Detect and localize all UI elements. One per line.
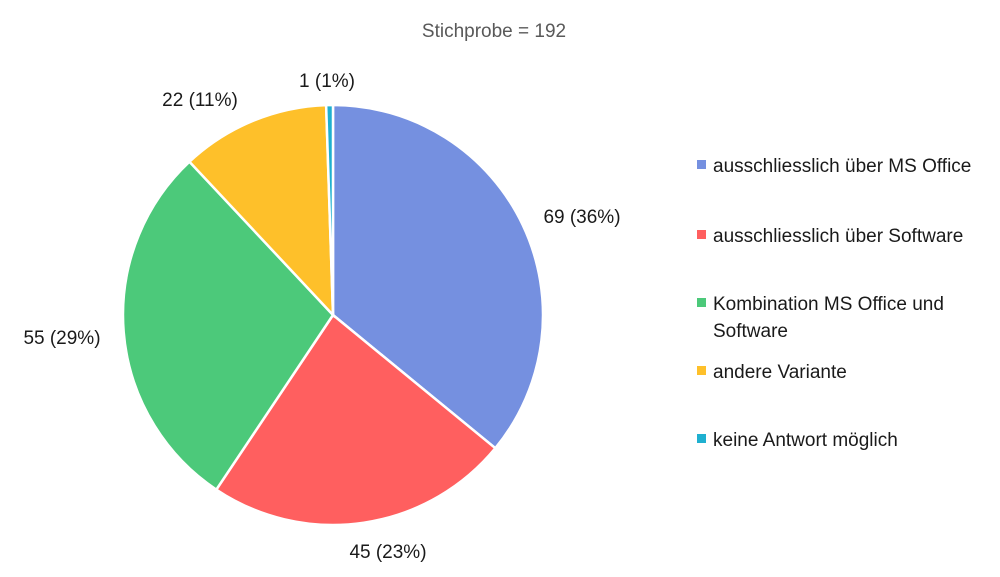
pie-slices [121,103,545,527]
chart-title: Stichprobe = 192 [422,21,566,42]
legend-swatch [697,298,706,307]
legend-label: Kombination MS Office und Software [713,294,944,342]
slice-label-ausschliesslich-uber-ms-office: 69 (36%) [543,207,620,228]
legend-swatch [697,160,706,169]
slice-labels: 69 (36%) 45 (23%) 55 (29%) 22 (11%) 1 (1%) [23,71,620,563]
pie-slice-kombination-ms-office-und-software [121,159,335,492]
slice-label-keine-antwort-moglich: 1 (1%) [299,71,355,92]
legend-swatch [697,434,706,443]
legend-label: ausschliesslich über MS Office [713,156,971,177]
slice-label-andere-variante: 22 (11%) [162,90,238,111]
pie-slice-keine-antwort-moglich [324,103,335,316]
slice-label-kombination-ms-office-und-software: 55 (29%) [23,328,100,349]
legend-label: ausschliesslich über Software [713,226,963,247]
legend-item-andere-variante: andere Variante [697,362,847,383]
legend-item-ausschliesslich-uber-ms-office: ausschliesslich über MS Office [697,156,971,177]
legend-swatch [697,366,706,375]
legend-label: keine Antwort möglich [713,430,898,451]
slice-label-ausschliesslich-uber-software: 45 (23%) [349,542,426,563]
legend-swatch [697,230,706,239]
legend-item-ausschliesslich-uber-software: ausschliesslich über Software [697,226,963,247]
legend: ausschliesslich über MS Office ausschlies… [697,156,971,451]
legend-item-kombination-ms-office-und-software: Kombination MS Office und Software [697,294,944,342]
pie-slice-ausschliesslich-uber-ms-office [331,103,545,450]
legend-label: andere Variante [713,362,847,383]
pie-slice-ausschliesslich-uber-software [214,313,498,527]
legend-item-keine-antwort-moglich: keine Antwort möglich [697,430,898,451]
pie-slice-andere-variante [187,103,335,319]
